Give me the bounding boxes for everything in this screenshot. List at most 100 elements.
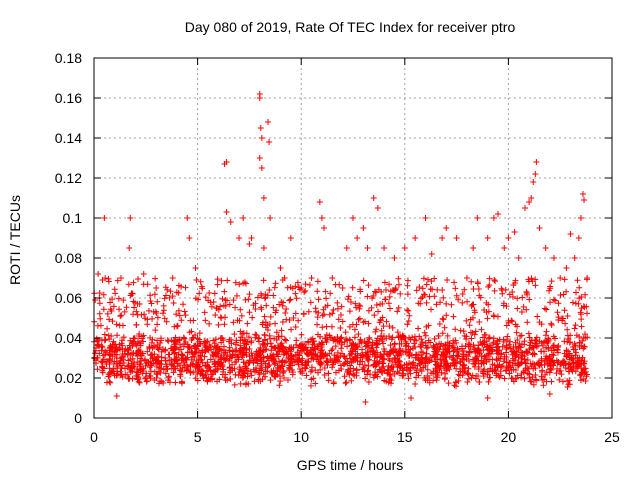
data-point xyxy=(106,351,113,358)
data-point xyxy=(277,265,284,271)
data-point xyxy=(143,378,150,385)
data-point xyxy=(286,297,293,304)
data-point xyxy=(384,370,391,377)
data-point xyxy=(229,351,236,358)
data-points xyxy=(91,91,591,405)
data-point xyxy=(240,215,247,221)
data-point xyxy=(430,344,437,351)
data-point xyxy=(403,342,410,349)
data-point xyxy=(244,370,251,377)
data-point xyxy=(329,364,336,371)
data-point xyxy=(193,357,200,364)
data-point xyxy=(566,339,573,346)
data-point xyxy=(212,336,219,343)
data-point xyxy=(490,340,497,347)
data-point xyxy=(325,370,332,377)
data-point xyxy=(209,370,216,377)
data-point xyxy=(405,307,412,314)
data-point xyxy=(170,299,177,306)
data-point xyxy=(267,215,274,221)
data-point xyxy=(571,340,578,347)
data-point xyxy=(391,255,398,261)
data-point xyxy=(421,329,428,336)
data-point xyxy=(266,362,273,369)
data-point xyxy=(214,276,221,283)
data-point xyxy=(443,312,450,319)
data-point xyxy=(241,345,248,352)
data-point xyxy=(306,350,313,357)
data-point xyxy=(235,351,242,358)
data-point xyxy=(274,351,281,358)
data-point xyxy=(496,374,503,381)
data-point xyxy=(390,364,397,371)
data-point xyxy=(172,345,179,352)
data-point xyxy=(198,357,205,364)
data-point xyxy=(107,344,114,351)
data-point xyxy=(128,290,135,297)
data-point xyxy=(346,336,353,343)
data-point xyxy=(178,351,185,358)
data-point xyxy=(481,307,488,314)
data-point xyxy=(199,285,206,292)
data-point xyxy=(308,355,315,362)
data-point xyxy=(542,332,549,339)
data-point xyxy=(199,371,206,378)
data-point xyxy=(315,296,322,303)
data-point xyxy=(260,195,267,201)
data-point xyxy=(533,343,540,350)
data-point xyxy=(317,354,324,361)
data-point xyxy=(581,343,588,350)
data-point xyxy=(419,285,426,292)
data-point xyxy=(394,368,401,375)
data-point xyxy=(162,347,169,354)
data-point xyxy=(240,367,247,374)
data-point xyxy=(169,275,176,281)
data-point xyxy=(365,379,372,386)
data-point xyxy=(373,302,380,309)
data-point xyxy=(292,310,299,317)
data-point xyxy=(320,225,327,231)
data-point xyxy=(439,330,446,337)
data-point xyxy=(166,294,173,301)
data-point xyxy=(460,353,467,360)
data-point xyxy=(175,282,182,289)
data-point xyxy=(206,364,213,371)
data-point xyxy=(148,339,155,346)
data-point xyxy=(463,275,470,281)
data-point xyxy=(405,375,412,382)
data-point xyxy=(259,376,266,383)
data-point xyxy=(204,338,211,345)
data-point xyxy=(526,374,533,381)
data-point xyxy=(396,358,403,365)
data-point xyxy=(211,290,218,297)
data-point xyxy=(281,275,288,281)
data-point xyxy=(217,361,224,368)
data-point xyxy=(577,372,584,379)
data-point xyxy=(162,370,169,377)
data-point xyxy=(343,379,350,386)
data-point xyxy=(466,322,473,329)
data-point xyxy=(440,294,447,301)
data-point xyxy=(224,297,231,304)
data-point xyxy=(576,333,583,340)
data-point xyxy=(364,245,371,251)
data-point xyxy=(380,340,387,347)
data-point xyxy=(521,205,528,211)
data-point xyxy=(306,282,313,289)
data-point xyxy=(100,365,107,372)
data-point xyxy=(94,338,101,345)
data-point xyxy=(559,378,566,385)
data-point xyxy=(271,344,278,351)
data-point xyxy=(527,339,534,346)
data-point xyxy=(364,293,371,300)
data-point xyxy=(463,335,470,342)
data-point xyxy=(287,346,294,353)
data-point xyxy=(163,363,170,370)
data-point xyxy=(239,330,246,337)
data-point xyxy=(464,379,471,386)
data-point xyxy=(555,359,562,366)
data-point xyxy=(236,364,243,371)
data-point xyxy=(238,312,245,319)
data-point xyxy=(292,290,299,297)
data-point xyxy=(133,321,140,328)
